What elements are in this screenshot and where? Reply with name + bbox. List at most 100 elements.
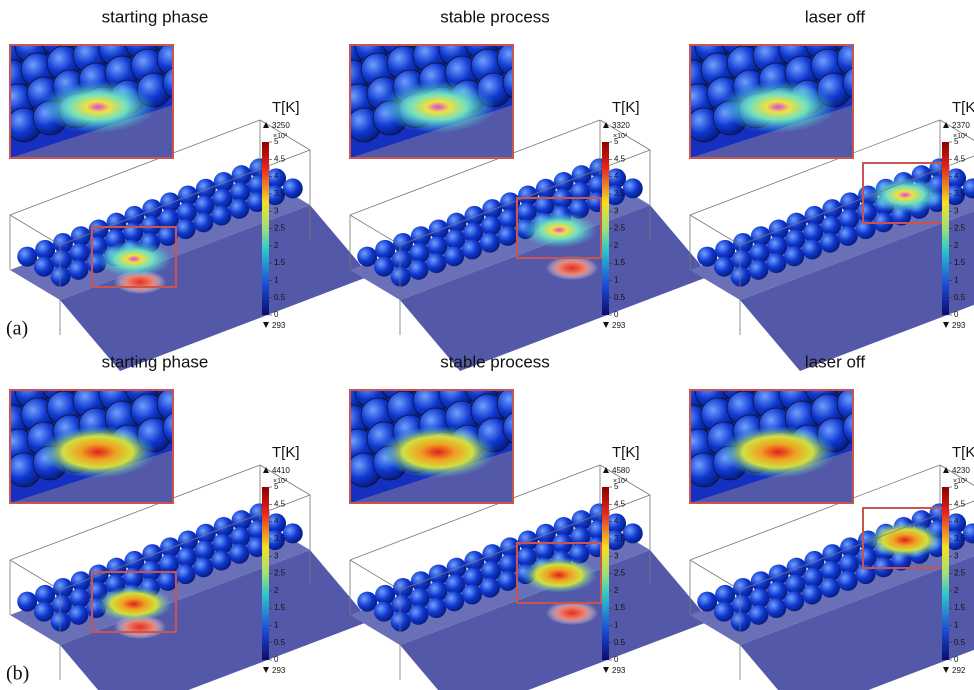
powder-particle: [374, 602, 394, 622]
colorbar-tick-label: 3.5: [954, 189, 966, 198]
colorbar-tick-label: 1.5: [274, 258, 286, 267]
powder-particle: [408, 260, 428, 280]
powder-particle: [283, 523, 303, 543]
inset-particle: [843, 411, 877, 445]
powder-particle: [623, 178, 643, 198]
powder-particle: [158, 226, 178, 246]
inset-particle: [747, 15, 781, 49]
colorbar-tick-label: 0: [614, 310, 619, 319]
powder-particle: [444, 591, 464, 611]
colorbar-tick-label: 0.5: [274, 293, 286, 302]
powder-particle: [462, 239, 482, 259]
box-edge: [350, 215, 400, 245]
inset-particle: [163, 66, 197, 100]
colorbar-tick-label: 4.5: [614, 499, 626, 508]
colorbar-tick-label: 2: [274, 586, 279, 595]
powder-particle: [766, 598, 786, 618]
panel-title: starting phase: [102, 7, 209, 26]
colorbar-tick-label: 2.5: [954, 569, 966, 578]
colorbar-tick-label: 3.5: [614, 534, 626, 543]
powder-particle: [357, 592, 377, 612]
colorbar-tick-label: 3: [614, 551, 619, 560]
colorbar-tick-label: 0: [954, 655, 959, 664]
min-marker: [603, 667, 609, 673]
laser-spot: [546, 601, 598, 625]
inset-particle: [843, 66, 877, 100]
melt-pool: [96, 241, 172, 277]
powder-particle: [480, 578, 500, 598]
powder-particle: [408, 605, 428, 625]
colorbar-tick-label: 3.5: [274, 534, 286, 543]
colorbar-tick-label: 1.5: [274, 603, 286, 612]
colorbar-tick-label: 4: [954, 172, 959, 181]
panel: stable processT[K]3320×10³54.543.532.521…: [329, 0, 710, 371]
powder-particle: [444, 246, 464, 266]
colorbar-tick-label: 2.5: [274, 569, 286, 578]
powder-particle: [498, 571, 518, 591]
colorbar-tick-label: 4: [614, 517, 619, 526]
colorbar-tick-label: 4.5: [274, 499, 286, 508]
box-edge: [10, 215, 60, 245]
box-edge: [350, 560, 400, 590]
colorbar-tick-label: 4.5: [954, 499, 966, 508]
inset-particle: [503, 411, 537, 445]
powder-particle: [391, 267, 411, 287]
colorbar-tick-label: 1: [274, 276, 279, 285]
colorbar-tick-label: 4.5: [274, 154, 286, 163]
row-label: (b): [6, 663, 29, 685]
colorbar-tick-label: 1.5: [954, 603, 966, 612]
colorbar-tick-label: 5: [954, 137, 959, 146]
colorbar-max: 3250: [272, 121, 290, 130]
inset-particle: [163, 411, 197, 445]
colorbar-tick-label: 1: [274, 621, 279, 630]
colorbar-max: 2370: [952, 121, 970, 130]
powder-particle: [462, 584, 482, 604]
powder-particle: [51, 267, 71, 287]
colorbar-tick-label: 0: [614, 655, 619, 664]
box-edge: [690, 215, 740, 245]
powder-particle: [498, 226, 518, 246]
powder-particle: [820, 233, 840, 253]
colorbar-tick-label: 4: [614, 172, 619, 181]
colorbar-unit: T[K]: [272, 444, 300, 461]
panel: laser offT[K]2370×10³54.543.532.521.510.…: [669, 0, 974, 371]
colorbar-tick-label: 2: [954, 241, 959, 250]
powder-particle: [748, 605, 768, 625]
powder-particle: [623, 523, 643, 543]
colorbar-tick-label: 1.5: [954, 258, 966, 267]
powder-particle: [714, 602, 734, 622]
inset-melt-pool: [380, 81, 496, 133]
panel-title: stable process: [440, 352, 550, 371]
colorbar-tick-label: 1: [614, 621, 619, 630]
box-edge: [690, 560, 740, 590]
powder-particle: [34, 602, 54, 622]
min-marker: [603, 322, 609, 328]
colorbar: [942, 487, 949, 660]
min-marker: [943, 322, 949, 328]
panel-title: starting phase: [102, 352, 209, 371]
powder-particle: [34, 257, 54, 277]
powder-particle: [17, 592, 37, 612]
colorbar-tick-label: 0: [954, 310, 959, 319]
colorbar-tick-label: 0.5: [614, 293, 626, 302]
colorbar-min: 293: [272, 321, 286, 330]
powder-particle: [176, 564, 196, 584]
colorbar-tick-label: 2: [614, 586, 619, 595]
powder-particle: [784, 591, 804, 611]
panel-title: laser off: [805, 7, 865, 26]
colorbar-tick-label: 2: [954, 586, 959, 595]
melt-pool: [521, 557, 597, 593]
melt-pool: [96, 586, 172, 622]
colorbar-tick-label: 1: [954, 621, 959, 630]
row-label: (a): [6, 318, 28, 340]
powder-particle: [17, 247, 37, 267]
powder-particle: [766, 253, 786, 273]
panel: laser offT[K]4230×10³54.543.532.521.510.…: [669, 339, 974, 690]
colorbar-tick-label: 3: [614, 206, 619, 215]
colorbar-unit: T[K]: [952, 99, 974, 116]
powder-particle: [229, 544, 249, 564]
colorbar-tick-label: 2.5: [274, 224, 286, 233]
colorbar: [942, 142, 949, 315]
laser-spot: [546, 256, 598, 280]
inset-melt-pool: [720, 81, 836, 133]
